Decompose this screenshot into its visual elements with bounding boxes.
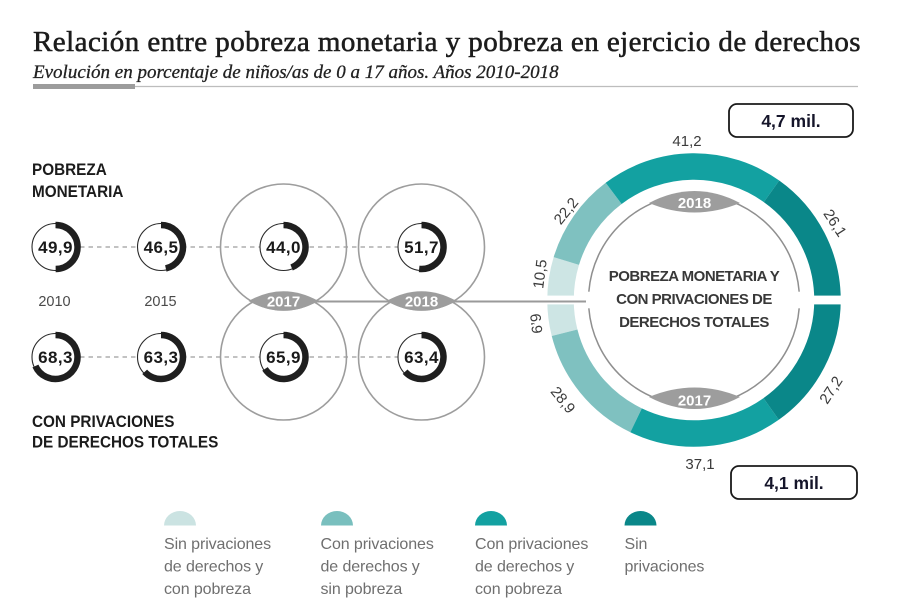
svg-text:2017: 2017 — [267, 294, 300, 311]
svg-text:Relación entre pobreza monetar: Relación entre pobreza monetaria y pobre… — [33, 26, 861, 58]
svg-text:de derechos y: de derechos y — [164, 559, 263, 576]
svg-text:CON PRIVACIONES: CON PRIVACIONES — [32, 412, 175, 431]
svg-text:37,1: 37,1 — [685, 456, 714, 473]
svg-text:2017: 2017 — [678, 393, 711, 410]
svg-text:DE DERECHOS TOTALES: DE DERECHOS TOTALES — [32, 433, 218, 452]
svg-text:POBREZA MONETARIA Y: POBREZA MONETARIA Y — [609, 268, 780, 285]
svg-text:de derechos y: de derechos y — [475, 559, 574, 576]
svg-text:51,7: 51,7 — [404, 238, 439, 257]
svg-text:MONETARIA: MONETARIA — [32, 182, 124, 201]
svg-text:4,7 mil.: 4,7 mil. — [761, 111, 820, 131]
svg-text:Sin privaciones: Sin privaciones — [164, 536, 271, 553]
svg-text:44,0: 44,0 — [266, 238, 301, 257]
svg-text:Con privaciones: Con privaciones — [475, 536, 588, 553]
svg-text:con pobreza: con pobreza — [475, 581, 562, 598]
svg-text:6’9: 6’9 — [527, 313, 546, 335]
svg-text:DERECHOS TOTALES: DERECHOS TOTALES — [619, 314, 769, 331]
svg-text:CON PRIVACIONES DE: CON PRIVACIONES DE — [616, 291, 772, 308]
svg-text:65,9: 65,9 — [266, 348, 301, 367]
svg-text:sin pobreza: sin pobreza — [321, 581, 403, 598]
svg-text:privaciones: privaciones — [625, 559, 705, 576]
svg-text:68,3: 68,3 — [38, 348, 73, 367]
svg-text:41,2: 41,2 — [672, 133, 701, 150]
svg-text:2010: 2010 — [38, 294, 70, 310]
svg-text:Sin: Sin — [625, 536, 648, 553]
svg-text:10,5: 10,5 — [530, 259, 550, 290]
svg-text:POBREZA: POBREZA — [32, 160, 107, 179]
svg-text:2015: 2015 — [144, 294, 176, 310]
svg-text:Evolución en porcentaje de niñ: Evolución en porcentaje de niños/as de 0… — [32, 62, 559, 83]
svg-text:de derechos y: de derechos y — [321, 559, 420, 576]
svg-text:46,5: 46,5 — [144, 238, 179, 257]
svg-text:63,4: 63,4 — [404, 348, 439, 367]
svg-text:49,9: 49,9 — [38, 238, 73, 257]
svg-text:2018: 2018 — [678, 195, 711, 212]
svg-text:Con privaciones: Con privaciones — [321, 536, 434, 553]
svg-text:4,1 mil.: 4,1 mil. — [764, 473, 823, 493]
svg-text:63,3: 63,3 — [144, 348, 179, 367]
svg-text:2018: 2018 — [405, 294, 438, 311]
svg-text:con pobreza: con pobreza — [164, 581, 251, 598]
